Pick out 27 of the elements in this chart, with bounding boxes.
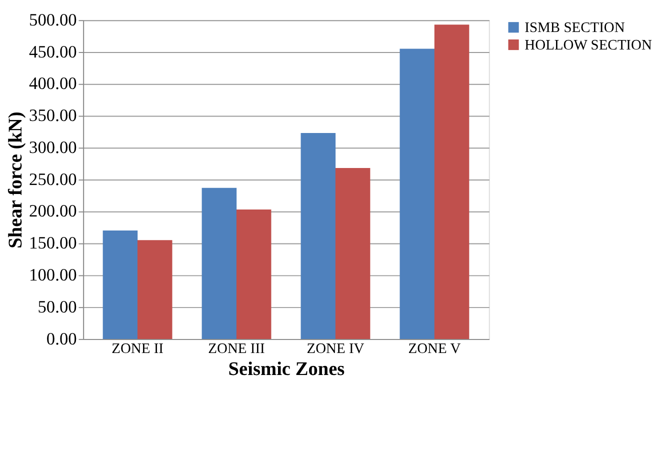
x-tick-label: ZONE II: [112, 340, 164, 357]
y-tick-label: 350.00: [29, 106, 78, 126]
y-tick-label: 400.00: [29, 74, 78, 94]
y-tick-label: 450.00: [29, 42, 78, 62]
y-tick-label: 0.00: [46, 329, 78, 348]
y-tick-label: 50.00: [38, 297, 78, 316]
y-tick-label: 200.00: [29, 202, 78, 221]
bar: [202, 188, 237, 339]
x-tick-label: ZONE IV: [306, 340, 365, 357]
x-tick-label: ZONE III: [208, 340, 266, 357]
y-tick-label: 250.00: [29, 170, 78, 189]
y-tick-label: 100.00: [29, 266, 78, 285]
bar: [300, 132, 336, 339]
legend-label: HOLLOW SECTION: [524, 38, 652, 54]
y-tick-label: 500.00: [29, 10, 78, 30]
bar: [400, 48, 435, 339]
bar: [137, 240, 172, 339]
bar: [102, 230, 138, 339]
y-axis-title: Shear force (kN): [5, 112, 26, 248]
y-tick-label: 300.00: [29, 138, 78, 157]
legend-label: ISMB SECTION: [524, 20, 626, 36]
bar: [335, 168, 370, 339]
bar: [434, 24, 470, 339]
bar: [236, 210, 272, 339]
y-tick-label: 150.00: [29, 234, 78, 253]
x-tick-label: ZONE V: [408, 340, 462, 357]
x-axis-title: Seismic Zones: [228, 359, 346, 380]
